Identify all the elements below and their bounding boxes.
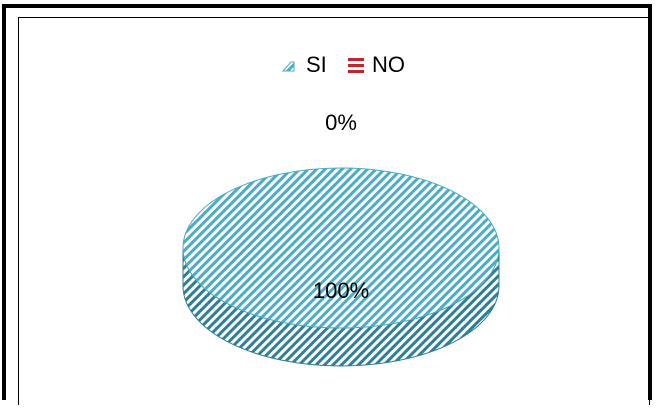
legend-label-no: NO xyxy=(372,52,405,77)
legend-label-si: SI xyxy=(306,52,327,77)
legend: SI NO xyxy=(281,52,405,77)
legend-item-no: NO xyxy=(348,52,405,77)
pie-slice-si xyxy=(182,167,500,329)
legend-swatch-no xyxy=(348,58,364,73)
data-label-no: 0% xyxy=(325,110,357,135)
pie-plot xyxy=(182,167,500,367)
plot-area-border xyxy=(18,17,650,405)
legend-swatch-si xyxy=(281,61,295,72)
data-label-si: 100% xyxy=(313,278,369,303)
legend-item-si: SI xyxy=(281,52,327,77)
